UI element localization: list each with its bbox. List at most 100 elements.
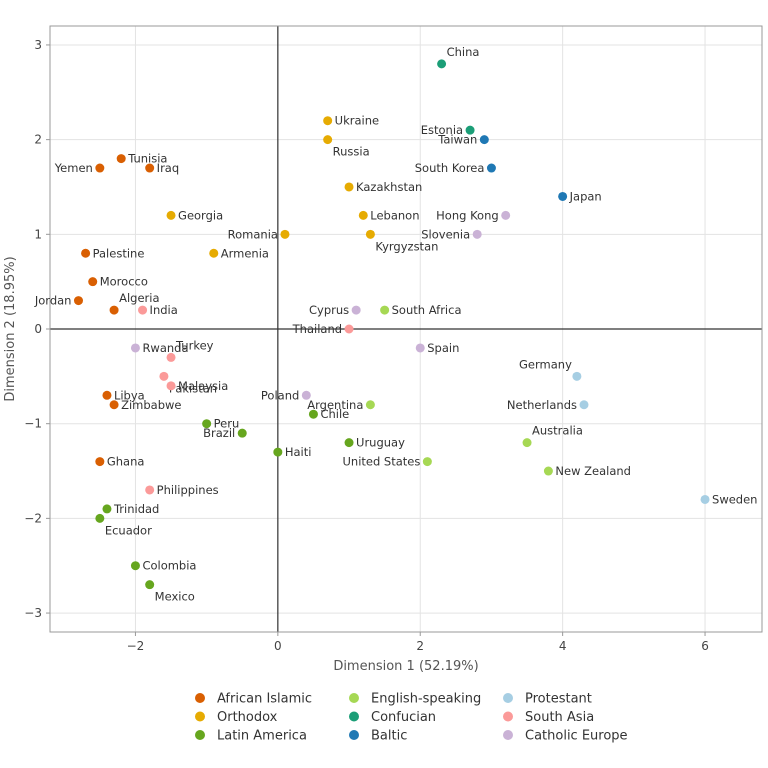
point-label: Peru — [214, 417, 240, 431]
point-label: Taiwan — [437, 133, 477, 147]
point-label: Georgia — [178, 208, 223, 222]
data-point — [130, 561, 140, 571]
point-label: Haiti — [285, 445, 312, 459]
data-point — [323, 135, 333, 145]
point-label: Palestine — [93, 246, 145, 260]
point-label: Kazakhstan — [356, 180, 422, 194]
data-point — [301, 390, 311, 400]
point-label: Kyrgyzstan — [375, 239, 438, 253]
point-label: Germany — [519, 357, 572, 371]
point-label: Ecuador — [105, 523, 152, 537]
y-tick-label: 0 — [34, 322, 42, 336]
data-point — [145, 580, 155, 590]
point-label: Zimbabwe — [121, 398, 181, 412]
data-point — [237, 428, 247, 438]
data-point — [572, 371, 582, 381]
x-tick-label: −2 — [127, 639, 145, 653]
data-point — [486, 163, 496, 173]
data-point — [543, 466, 553, 476]
data-point — [145, 485, 155, 495]
legend-swatch — [503, 711, 513, 722]
data-point — [479, 135, 489, 145]
data-point — [358, 210, 368, 220]
point-label: Cyprus — [309, 303, 349, 317]
point-label: Rwanda — [142, 341, 188, 355]
data-point — [422, 457, 432, 467]
data-point — [308, 409, 318, 419]
legend-swatch — [195, 711, 205, 722]
y-tick-label: 1 — [34, 227, 42, 241]
point-label: Romania — [228, 227, 278, 241]
point-label: Armenia — [221, 246, 269, 260]
x-tick-label: 6 — [701, 639, 709, 653]
y-tick-label: −1 — [24, 417, 42, 431]
legend-swatch — [195, 693, 205, 703]
data-point — [472, 229, 482, 239]
point-label: Lebanon — [370, 208, 419, 222]
point-label: Malaysia — [178, 379, 228, 393]
data-point — [280, 229, 290, 239]
legend-swatch — [349, 693, 359, 703]
point-label: Mexico — [155, 590, 195, 604]
point-label: Poland — [261, 388, 299, 402]
data-point — [323, 116, 333, 126]
x-tick-label: 4 — [559, 639, 567, 653]
data-point — [88, 277, 98, 287]
point-label: United States — [342, 455, 420, 469]
data-point — [202, 419, 212, 429]
data-point — [415, 343, 425, 353]
legend-label: Protestant — [525, 692, 592, 707]
legend-label: Orthodox — [217, 710, 278, 725]
y-tick-label: −3 — [24, 606, 42, 620]
point-label: Argentina — [307, 398, 363, 412]
point-label: South Africa — [392, 303, 462, 317]
data-point — [437, 59, 447, 69]
data-point — [365, 400, 375, 410]
data-point — [166, 352, 176, 362]
point-label: Brazil — [203, 426, 235, 440]
point-label: New Zealand — [555, 464, 631, 478]
data-point — [130, 343, 140, 353]
point-label: Sweden — [712, 492, 757, 506]
data-point — [344, 438, 354, 448]
point-label: Philippines — [157, 483, 219, 497]
data-point — [501, 210, 511, 220]
data-point — [344, 182, 354, 192]
point-label: Ghana — [107, 455, 145, 469]
point-label: Ukraine — [335, 114, 379, 128]
point-label: Trinidad — [113, 502, 159, 516]
data-point — [209, 248, 219, 258]
data-point — [116, 154, 126, 164]
data-point — [159, 371, 169, 381]
data-point — [700, 494, 710, 504]
point-label: Yemen — [54, 161, 93, 175]
legend-swatch — [503, 693, 513, 703]
data-point — [95, 163, 105, 173]
point-label: Australia — [532, 424, 583, 438]
data-point — [166, 381, 176, 391]
point-label: Chile — [320, 407, 349, 421]
point-label: Tunisia — [127, 152, 167, 166]
data-point — [465, 125, 475, 135]
data-point — [73, 296, 83, 306]
point-label: Thailand — [292, 322, 342, 336]
point-label: India — [150, 303, 178, 317]
point-label: Colombia — [142, 559, 196, 573]
point-label: Russia — [333, 145, 370, 159]
legend-swatch — [349, 730, 359, 740]
legend-label: South Asia — [525, 710, 594, 725]
data-point — [145, 163, 155, 173]
point-label: Pakistan — [169, 381, 217, 395]
data-point — [95, 457, 105, 467]
point-label: Jordan — [34, 294, 72, 308]
legend-label: Confucian — [371, 710, 436, 725]
legend-label: Baltic — [371, 729, 407, 744]
y-tick-label: 2 — [34, 133, 42, 147]
point-label: Uruguay — [356, 436, 405, 450]
point-label: Libya — [114, 388, 145, 402]
legend-swatch — [349, 711, 359, 722]
y-axis-title: Dimension 2 (18.95%) — [3, 256, 18, 401]
data-point — [109, 305, 119, 315]
